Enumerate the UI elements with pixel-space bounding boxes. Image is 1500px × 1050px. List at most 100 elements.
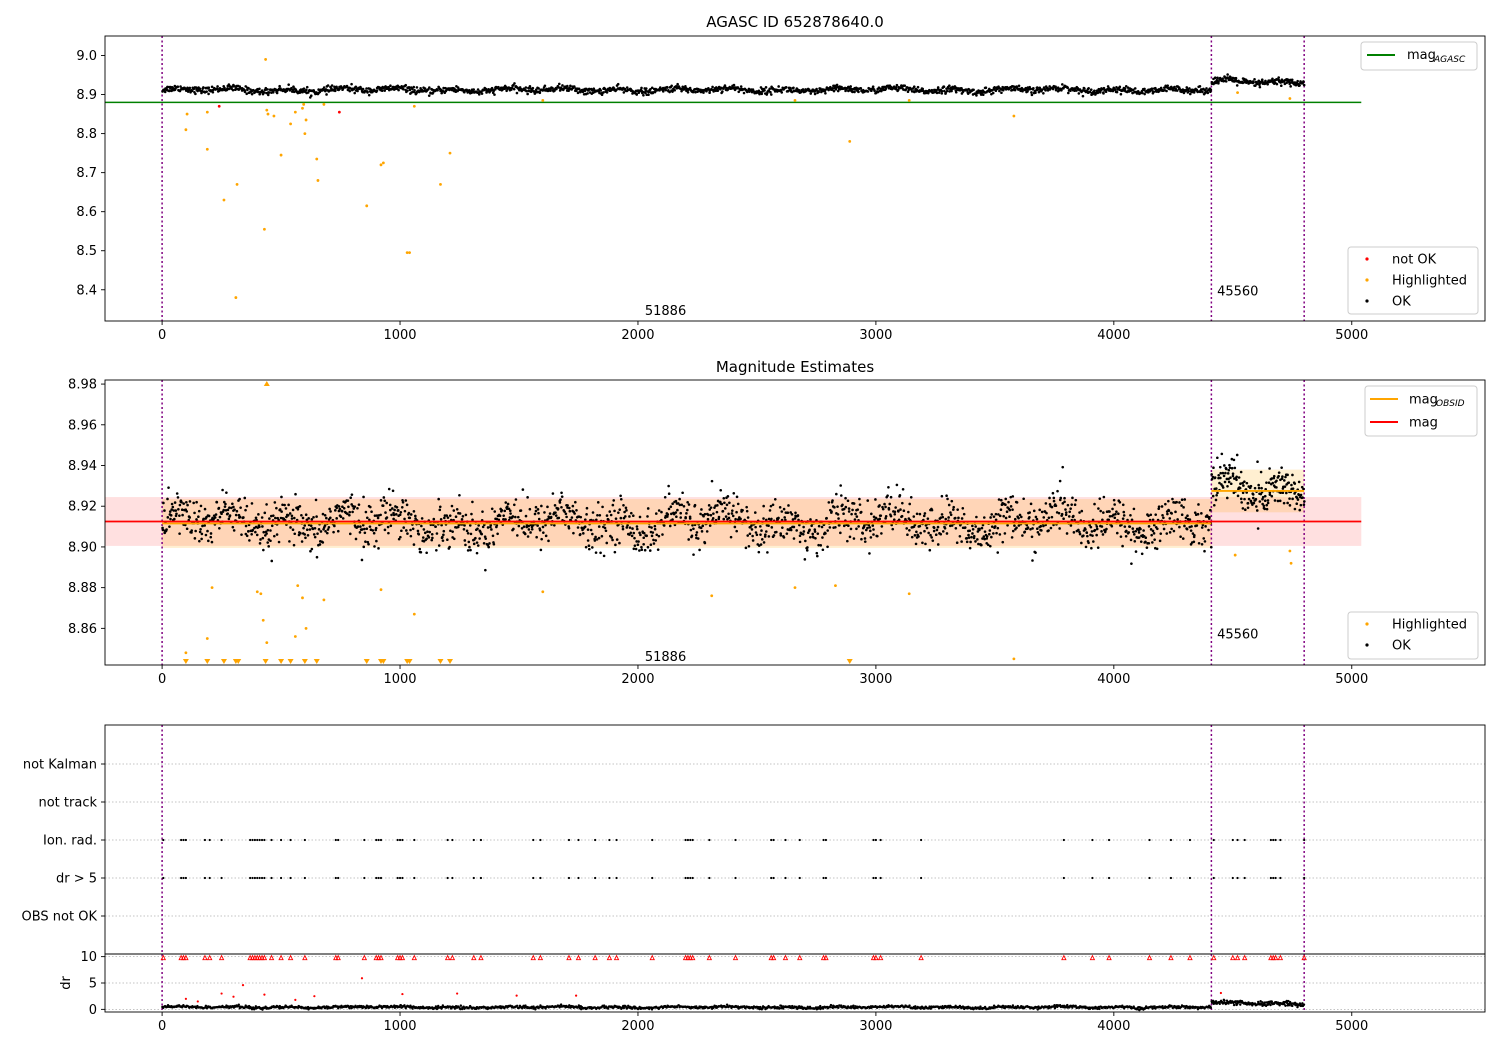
ok-point — [897, 518, 901, 522]
ok-point — [496, 532, 499, 536]
ok-point — [1298, 508, 1302, 512]
ok-point — [1200, 512, 1203, 515]
ok-point — [997, 498, 1001, 501]
ok-point — [1263, 494, 1267, 498]
ok-point — [1296, 498, 1300, 501]
ok-point — [682, 505, 686, 508]
ok-point — [1218, 465, 1222, 469]
ok-point — [1072, 514, 1075, 518]
ok-point — [227, 517, 231, 521]
ok-point — [1196, 512, 1200, 516]
ok-point — [770, 517, 773, 521]
ok-point — [904, 88, 908, 91]
x-tick-label: 0 — [158, 328, 166, 343]
ok-point — [652, 538, 655, 542]
ok-point — [644, 87, 648, 90]
ok-point — [247, 529, 250, 533]
ok-point — [985, 537, 989, 540]
ok-point — [347, 505, 350, 509]
ok-point — [917, 535, 920, 538]
flag-point — [256, 876, 259, 880]
ok-point — [244, 524, 248, 528]
ok-point — [438, 505, 442, 509]
ok-point — [863, 540, 867, 543]
ok-point — [801, 88, 805, 91]
ok-point — [723, 501, 726, 505]
ok-point — [175, 512, 178, 516]
ok-point — [178, 503, 182, 507]
ok-point — [924, 542, 927, 546]
ok-point — [847, 507, 851, 510]
ok-point — [812, 536, 815, 539]
ok-point — [199, 527, 202, 531]
ok-point — [1062, 517, 1065, 521]
obsid-annotation: 51886 — [645, 304, 686, 319]
ok-point — [847, 524, 850, 528]
ok-point — [859, 87, 863, 90]
ok-point — [899, 508, 902, 511]
ok-point — [1132, 88, 1135, 92]
ok-point — [930, 88, 934, 92]
ok-point — [1078, 530, 1081, 534]
ok-point — [529, 531, 532, 534]
ok-point — [406, 532, 409, 535]
flag-point — [532, 876, 535, 880]
ok-point — [405, 503, 409, 507]
ok-point — [827, 88, 830, 92]
ok-point — [1288, 497, 1291, 500]
ok-point — [1290, 483, 1293, 487]
ok-point — [1010, 536, 1014, 539]
ok-point — [405, 529, 408, 532]
ok-point — [168, 510, 172, 513]
ok-point — [567, 526, 571, 530]
ok-point — [1250, 501, 1253, 504]
ok-point — [1092, 540, 1095, 543]
ok-point — [1151, 529, 1155, 533]
ok-point — [469, 532, 473, 536]
ok-point — [813, 528, 817, 531]
flag-point — [180, 876, 183, 880]
ok-point — [335, 517, 338, 520]
ok-point — [239, 506, 242, 509]
ok-point — [1291, 473, 1294, 477]
ok-point — [1193, 533, 1196, 537]
ok-point — [254, 530, 257, 534]
ok-point — [769, 90, 772, 94]
ok-point — [1006, 524, 1009, 527]
ok-point — [1209, 545, 1213, 549]
flag-point — [691, 838, 694, 842]
ok-point — [524, 514, 528, 518]
ok-point — [278, 84, 281, 88]
ok-point — [258, 542, 262, 545]
ok-point — [779, 534, 783, 537]
ok-point — [292, 90, 296, 94]
flag-point — [1212, 876, 1215, 880]
flag-point — [879, 838, 882, 842]
ok-point — [1009, 505, 1013, 508]
ok-point — [583, 89, 587, 93]
ok-point — [531, 86, 535, 90]
ok-point — [480, 532, 484, 536]
highlighted-point — [793, 586, 797, 590]
ok-point — [161, 528, 165, 532]
ok-point — [538, 528, 542, 532]
ok-point — [232, 84, 236, 88]
ok-point — [403, 517, 406, 521]
ok-point — [678, 497, 681, 501]
ok-point — [903, 84, 907, 87]
ok-point — [412, 85, 416, 89]
ok-point — [209, 535, 213, 539]
highlighted-point — [205, 637, 209, 640]
ok-point — [1121, 517, 1125, 520]
ok-point — [211, 90, 215, 94]
ok-point — [1201, 90, 1204, 94]
ok-point — [471, 500, 474, 504]
ok-point — [417, 532, 421, 536]
ok-point — [1228, 463, 1231, 467]
ok-point — [1150, 87, 1154, 90]
x-tick-label: 1000 — [383, 328, 416, 343]
ok-point — [360, 558, 364, 562]
ok-point — [632, 547, 636, 551]
ok-point — [185, 500, 188, 504]
ok-point — [759, 525, 762, 528]
